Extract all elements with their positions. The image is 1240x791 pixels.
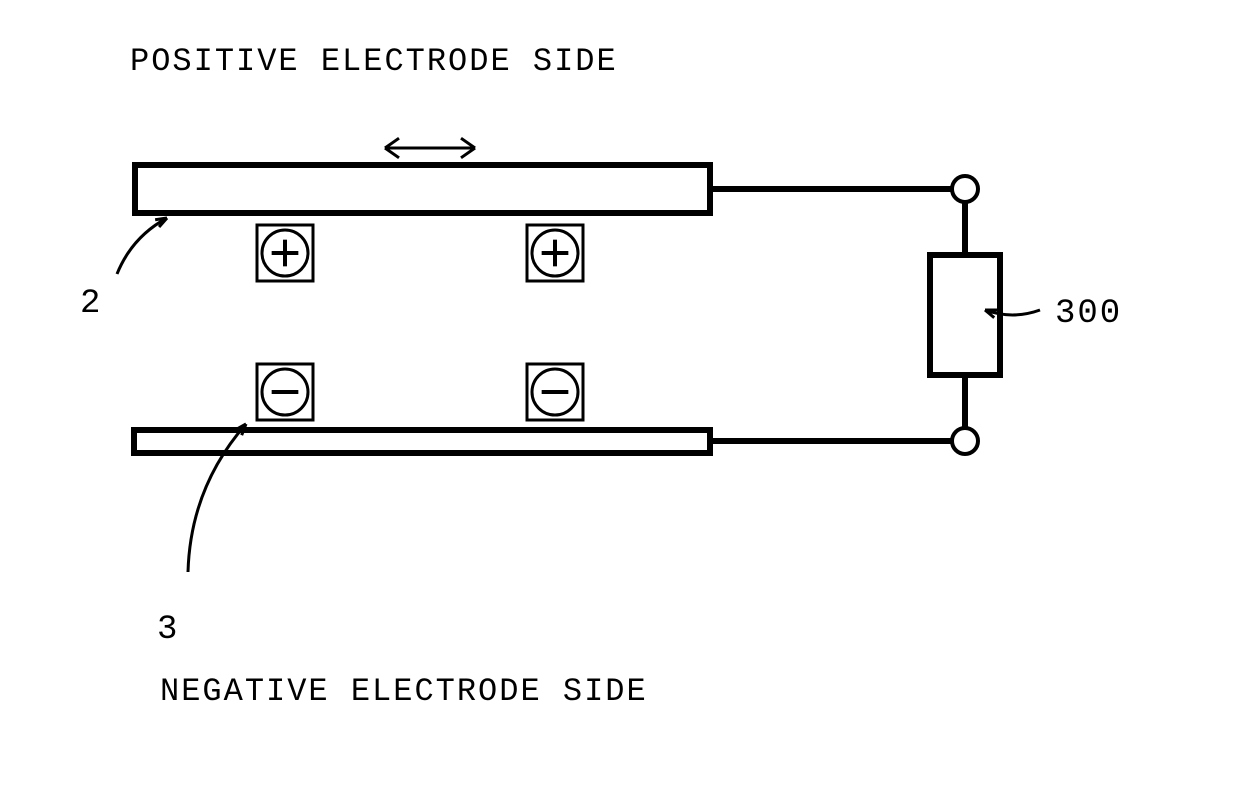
ref-3-label: 3	[157, 611, 179, 649]
node-bottom	[952, 428, 978, 454]
ref-2-label: 2	[80, 285, 102, 323]
ref-300-label: 300	[1055, 295, 1122, 333]
ref-3-leader	[188, 424, 246, 572]
electrode-schematic: POSITIVE ELECTRODE SIDE NEGATIVE ELECTROD…	[0, 0, 1240, 791]
node-top	[952, 176, 978, 202]
positive-side-label: POSITIVE ELECTRODE SIDE	[130, 43, 618, 80]
negative-electrode-plate	[134, 430, 710, 453]
positive-electrode-plate	[135, 165, 710, 213]
negative-side-label: NEGATIVE ELECTRODE SIDE	[160, 673, 648, 710]
